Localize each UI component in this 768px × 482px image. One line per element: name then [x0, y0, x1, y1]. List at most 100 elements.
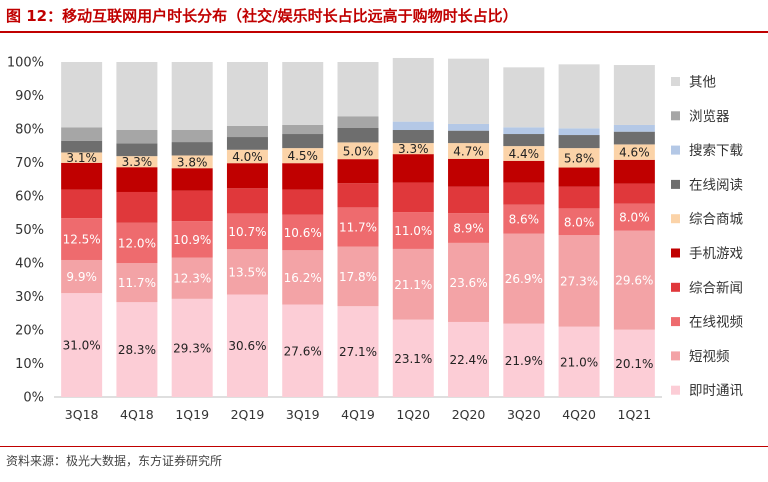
x-tick-label: 2Q20	[452, 407, 486, 422]
bar-segment	[503, 127, 545, 135]
bar-segment	[337, 116, 379, 128]
bar-segment	[282, 148, 324, 164]
bar-segment	[503, 146, 545, 161]
legend-label: 搜索下载	[689, 143, 743, 159]
bar-segment	[503, 204, 545, 234]
data-label: 27.6%	[284, 344, 322, 358]
bar-segment	[116, 62, 158, 131]
bar-segment	[116, 191, 158, 223]
y-tick-label: 50%	[15, 223, 44, 238]
bar-segment	[116, 167, 158, 192]
data-label: 21.0%	[560, 355, 598, 369]
bar-segment	[282, 163, 324, 190]
bar-segment	[116, 156, 158, 168]
x-tick-label: 1Q20	[396, 407, 430, 422]
bar-segment	[337, 183, 379, 208]
stacked-bar-chart: 0% 10% 20% 30% 40% 50% 60% 70% 80% 90% 100% 31.0% 9.…	[7, 56, 744, 423]
bar-segment	[282, 189, 324, 215]
data-label: 29.3%	[173, 341, 211, 355]
data-label: 28.3%	[118, 343, 156, 357]
data-label: 3.3%	[398, 142, 429, 156]
x-tick-label: 4Q19	[341, 407, 375, 422]
y-tick-label: 20%	[15, 324, 44, 339]
source-divider	[0, 446, 768, 447]
legend-swatch	[671, 179, 680, 189]
bar-segment	[503, 323, 545, 397]
bar-segment	[392, 182, 434, 213]
bar-segment	[392, 143, 434, 155]
bar-segment	[558, 64, 600, 129]
bar-segment	[337, 159, 379, 184]
bar-segment	[392, 57, 434, 122]
bar-segment	[61, 162, 103, 190]
bar-segment	[613, 124, 655, 132]
bar-segment	[171, 257, 213, 299]
bar-segment	[226, 188, 268, 214]
data-label: 10.9%	[173, 233, 211, 247]
bar-segment	[337, 207, 379, 247]
bar-segment	[503, 160, 545, 183]
bar-segment	[61, 218, 103, 260]
bar-segment	[282, 62, 324, 125]
legend-swatch	[671, 317, 680, 327]
bar-segment	[503, 182, 545, 205]
data-label: 5.0%	[343, 144, 374, 158]
x-tick-label: 1Q19	[175, 407, 209, 422]
bar-segment	[226, 125, 268, 138]
data-label: 16.2%	[284, 271, 322, 285]
bar-segment	[392, 121, 434, 131]
bar-segment	[116, 222, 158, 263]
data-label: 4.6%	[619, 146, 650, 160]
x-tick-label: 4Q20	[562, 407, 596, 422]
bar-segment	[392, 212, 434, 249]
x-tick-label: 3Q18	[65, 407, 99, 422]
data-label: 12.5%	[63, 233, 101, 247]
bar-segment	[61, 259, 103, 294]
data-label: 30.6%	[228, 339, 266, 353]
bar-segment	[61, 127, 103, 141]
bar-segment	[282, 304, 324, 397]
bar-segment	[558, 128, 600, 136]
bar-segment	[171, 155, 213, 169]
legend-label: 即时通讯	[689, 383, 743, 399]
bar-segment	[448, 213, 490, 243]
x-tick-label: 1Q21	[618, 407, 652, 422]
bar-segment	[448, 58, 490, 124]
data-label: 3.3%	[122, 155, 153, 169]
bar-segment	[226, 137, 268, 150]
bar-segment	[226, 294, 268, 397]
data-label: 8.0%	[564, 215, 595, 229]
bar-segment	[448, 123, 490, 131]
bar-segment	[337, 62, 379, 117]
x-tick-label: 2Q19	[231, 407, 265, 422]
bar-segment	[613, 183, 655, 204]
bar-segment	[282, 134, 324, 149]
bar-segment	[448, 130, 490, 144]
bar-segment	[392, 130, 434, 144]
bar-segment	[116, 143, 158, 157]
data-label: 4.7%	[453, 144, 484, 158]
data-label: 21.9%	[505, 354, 543, 368]
bar-segment	[171, 168, 213, 191]
bar-segment	[226, 163, 268, 189]
legend-label: 其他	[689, 75, 716, 91]
data-label: 8.9%	[453, 221, 484, 235]
bar-segment	[282, 250, 324, 305]
legend-swatch	[671, 77, 680, 86]
bar-segment	[337, 306, 379, 397]
source-note: 资料来源：极光大数据，东方证券研究所	[6, 454, 223, 468]
data-label: 17.8%	[339, 270, 377, 284]
data-label: 27.1%	[339, 345, 377, 359]
bar-segment	[226, 149, 268, 164]
bar-segment	[613, 144, 655, 160]
chart-title: 图 12：移动互联网用户时长分布（社交/娱乐时长占比远高于购物时长占比）	[6, 7, 518, 25]
bar-segment	[61, 62, 103, 128]
bar-segment	[613, 159, 655, 184]
y-tick-label: 80%	[15, 123, 44, 138]
legend-swatch	[671, 145, 680, 155]
bar-segment	[171, 190, 213, 222]
bar-segment	[503, 134, 545, 147]
data-label: 26.9%	[505, 272, 543, 286]
bar-segment	[337, 246, 379, 307]
bar-segment	[282, 214, 324, 251]
